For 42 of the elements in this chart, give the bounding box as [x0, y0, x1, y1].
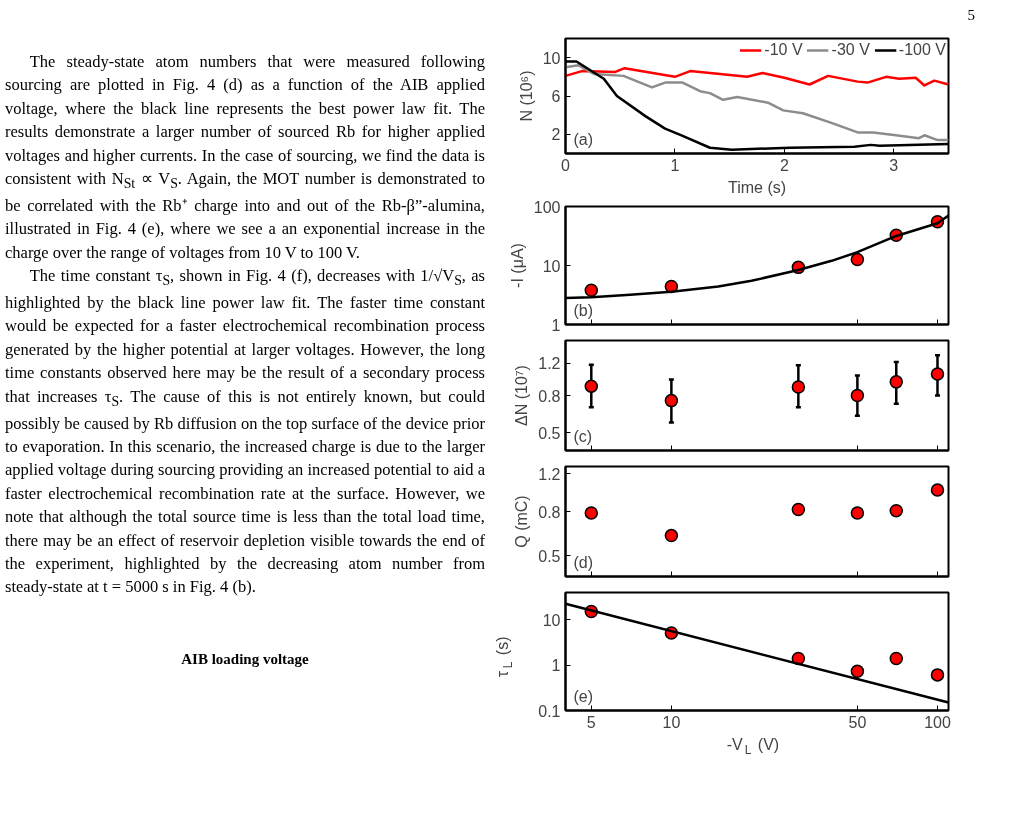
x-tick-label: 0 [561, 156, 571, 174]
y-tick-label: 1.2 [538, 465, 561, 483]
legend-label: -10 V [764, 41, 803, 59]
text: The time constant τ$_{S}$, shown in Fig. 4 (f), decreases with 1/√V$_{S}$, as highlighted by the black line power law fit. The faster time constant would be expected for a faster electrochemical recombination process generated by the higher potential at larger voltages. However, the long time constants observed here may be the result of a secondary process that increases τ$_{S}$. The cause of this is not entirely known, but could possibly be caused by Rb diffusion on the top surface of the device prior to evaporation. In this scenario, the increased charge is due to the larger applied voltage during sourcing providing an increased potential to aid a faster electrochemical recombination rate at the surface. However, we note that although the total source time is less than the total load time, there may be an effect of reservoir depletion visible towards the end of the experiment, highlighted by the decreasing atom number from steady-state at t = 5000 s in Fig. 4 (b). [5, 266, 485, 597]
y-tick-label: 10 [542, 49, 561, 67]
legend-label: -30 V [831, 41, 870, 59]
y-tick-label: 1 [551, 316, 561, 334]
y-tick-label: 6 [551, 88, 561, 105]
text: The steady-state atom numbers that were measured following sourcing are plotted in Fig. 4 (d) as a function of the AIB applied voltage, where the black line represents the best power law fit. The results demonstrate a larger number of sourced Rb for higher applied voltages and higher currents. In the case of sourcing, we find the data is consistent with N$_{St}$ ∝ V$_{S}$. Again, the MOT number is demonstrated to be correlated with the Rb⁺ charge into and out of the Rb-β”-alumina, illustrated in Fig. 4 (e), where we see a an exponential increase in the charge over the range of voltages from 10 V to 100 V. [5, 52, 485, 262]
annotation: (b) [573, 301, 594, 319]
y-axis-title: N (10⁶) [517, 70, 535, 122]
y-axis-title: -I (μA) [508, 243, 526, 288]
annotation: (c) [573, 427, 593, 445]
y-tick-label: 100 [533, 198, 561, 216]
y-axis-title: ΔN (10⁷) [513, 365, 531, 426]
y-tick-label: 1.2 [538, 355, 561, 373]
annotation: (e) [573, 687, 594, 705]
y-axis-title: Q (mC) [513, 495, 531, 548]
x-axis-title: Time (s) [727, 178, 787, 196]
x-tick-label: 2 [779, 156, 789, 174]
y-axis-title: τL (s) [494, 636, 515, 678]
y-tick-label: 0.8 [538, 503, 561, 521]
y-tick-label: 0.1 [538, 702, 561, 720]
y-tick-label: 10 [542, 257, 561, 275]
y-tick-label: 0.5 [538, 424, 561, 442]
annotation: (d) [573, 553, 594, 571]
text: AIB loading voltage [180, 649, 310, 669]
x-tick-label: 50 [848, 713, 867, 731]
x-tick-label: 100 [924, 713, 951, 731]
x-tick-label: 3 [889, 156, 899, 174]
x-tick-label: 10 [662, 713, 681, 731]
line-series [565, 66, 949, 87]
legend-label: -100 V [898, 41, 946, 59]
x-tick-label: 5 [586, 713, 596, 731]
y-tick-label: 0.8 [538, 387, 561, 405]
annotation: (a) [573, 130, 594, 148]
y-tick-label: 2 [551, 126, 561, 144]
y-tick-label: 0.5 [538, 547, 561, 565]
y-tick-label: 1 [551, 657, 561, 675]
x-tick-label: 1 [670, 156, 680, 174]
text: 5 [967, 6, 975, 25]
y-tick-label: 10 [542, 611, 561, 629]
